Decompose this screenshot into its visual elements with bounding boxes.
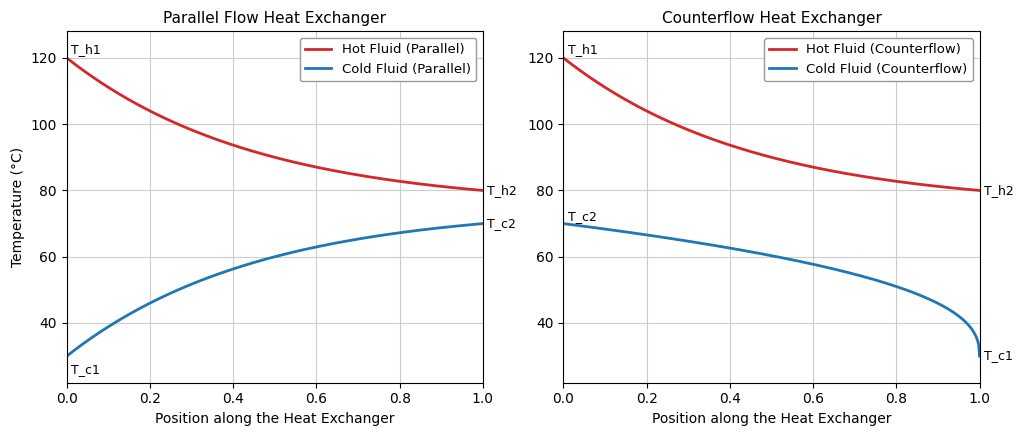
- Cold Fluid (Parallel): [401, 229, 414, 234]
- Text: T_c1: T_c1: [71, 363, 99, 376]
- Hot Fluid (Counterflow): [782, 159, 795, 164]
- Cold Fluid (Parallel): [477, 221, 489, 226]
- Text: T_c1: T_c1: [984, 350, 1013, 362]
- Text: T_h2: T_h2: [487, 184, 517, 197]
- Hot Fluid (Counterflow): [898, 180, 910, 185]
- Text: T_h2: T_h2: [984, 184, 1014, 197]
- Cold Fluid (Parallel): [467, 222, 479, 227]
- Hot Fluid (Counterflow): [805, 164, 817, 169]
- Hot Fluid (Parallel): [60, 55, 73, 61]
- Hot Fluid (Parallel): [258, 152, 270, 157]
- Text: T_c2: T_c2: [487, 217, 516, 230]
- Title: Parallel Flow Heat Exchanger: Parallel Flow Heat Exchanger: [163, 11, 386, 26]
- Cold Fluid (Counterflow): [974, 354, 986, 359]
- Cold Fluid (Parallel): [258, 257, 270, 262]
- Cold Fluid (Counterflow): [898, 287, 910, 292]
- Legend: Hot Fluid (Counterflow), Cold Fluid (Counterflow): Hot Fluid (Counterflow), Cold Fluid (Cou…: [764, 38, 973, 81]
- Hot Fluid (Counterflow): [964, 187, 976, 192]
- Cold Fluid (Parallel): [261, 256, 273, 261]
- Hot Fluid (Parallel): [401, 180, 414, 185]
- Cold Fluid (Parallel): [308, 245, 321, 250]
- Cold Fluid (Counterflow): [782, 257, 795, 262]
- Hot Fluid (Counterflow): [755, 152, 767, 157]
- Line: Hot Fluid (Parallel): Hot Fluid (Parallel): [67, 58, 483, 191]
- Cold Fluid (Counterflow): [805, 261, 817, 267]
- Hot Fluid (Parallel): [261, 153, 273, 158]
- Text: T_h1: T_h1: [71, 43, 100, 56]
- Hot Fluid (Counterflow): [974, 188, 986, 193]
- Y-axis label: Temperature (°C): Temperature (°C): [11, 147, 26, 267]
- Legend: Hot Fluid (Parallel), Cold Fluid (Parallel): Hot Fluid (Parallel), Cold Fluid (Parall…: [300, 38, 476, 81]
- Line: Cold Fluid (Parallel): Cold Fluid (Parallel): [67, 224, 483, 356]
- Line: Cold Fluid (Counterflow): Cold Fluid (Counterflow): [563, 224, 980, 356]
- Cold Fluid (Counterflow): [557, 221, 569, 226]
- Cold Fluid (Counterflow): [758, 252, 770, 257]
- X-axis label: Position along the Heat Exchanger: Position along the Heat Exchanger: [651, 412, 891, 426]
- Cold Fluid (Counterflow): [755, 251, 767, 257]
- Hot Fluid (Parallel): [308, 164, 321, 169]
- Cold Fluid (Counterflow): [964, 324, 976, 329]
- X-axis label: Position along the Heat Exchanger: Position along the Heat Exchanger: [155, 412, 394, 426]
- Line: Hot Fluid (Counterflow): Hot Fluid (Counterflow): [563, 58, 980, 191]
- Cold Fluid (Parallel): [286, 250, 298, 255]
- Title: Counterflow Heat Exchanger: Counterflow Heat Exchanger: [662, 11, 882, 26]
- Hot Fluid (Parallel): [467, 187, 479, 192]
- Hot Fluid (Counterflow): [758, 153, 770, 158]
- Text: T_h1: T_h1: [567, 43, 597, 56]
- Text: T_c2: T_c2: [567, 210, 596, 223]
- Hot Fluid (Counterflow): [557, 55, 569, 61]
- Hot Fluid (Parallel): [286, 159, 298, 164]
- Cold Fluid (Parallel): [60, 354, 73, 359]
- Hot Fluid (Parallel): [477, 188, 489, 193]
